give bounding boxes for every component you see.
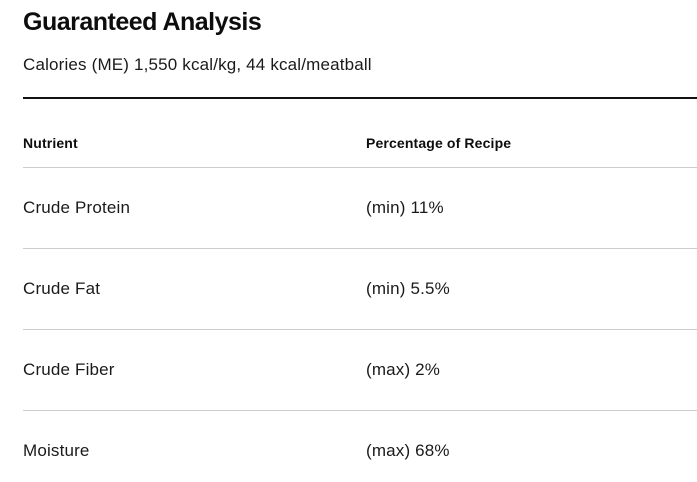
nutrient-value: (max) 68% [366,410,697,482]
nutrient-name: Crude Fiber [23,329,366,411]
table-row: Crude Fiber (max) 2% [23,329,697,411]
section-title: Guaranteed Analysis [23,8,262,36]
table-row: Crude Fat (min) 5.5% [23,248,697,330]
nutrient-table: Nutrient Percentage of Recipe Crude Prot… [23,98,697,482]
nutrient-name: Moisture [23,410,366,482]
nutrient-name: Crude Fat [23,248,366,330]
table-header-row: Nutrient Percentage of Recipe [23,98,697,168]
nutrient-value: (min) 11% [366,167,697,249]
column-header-percentage: Percentage of Recipe [366,98,697,168]
nutrient-name: Crude Protein [23,167,366,249]
nutrient-value: (max) 2% [366,329,697,411]
table-row: Crude Protein (min) 11% [23,167,697,249]
section-divider [23,96,697,99]
calories-subtitle: Calories (ME) 1,550 kcal/kg, 44 kcal/mea… [23,54,372,74]
column-header-nutrient: Nutrient [23,98,366,168]
table-row: Moisture (max) 68% [23,410,697,482]
nutrient-value: (min) 5.5% [366,248,697,330]
